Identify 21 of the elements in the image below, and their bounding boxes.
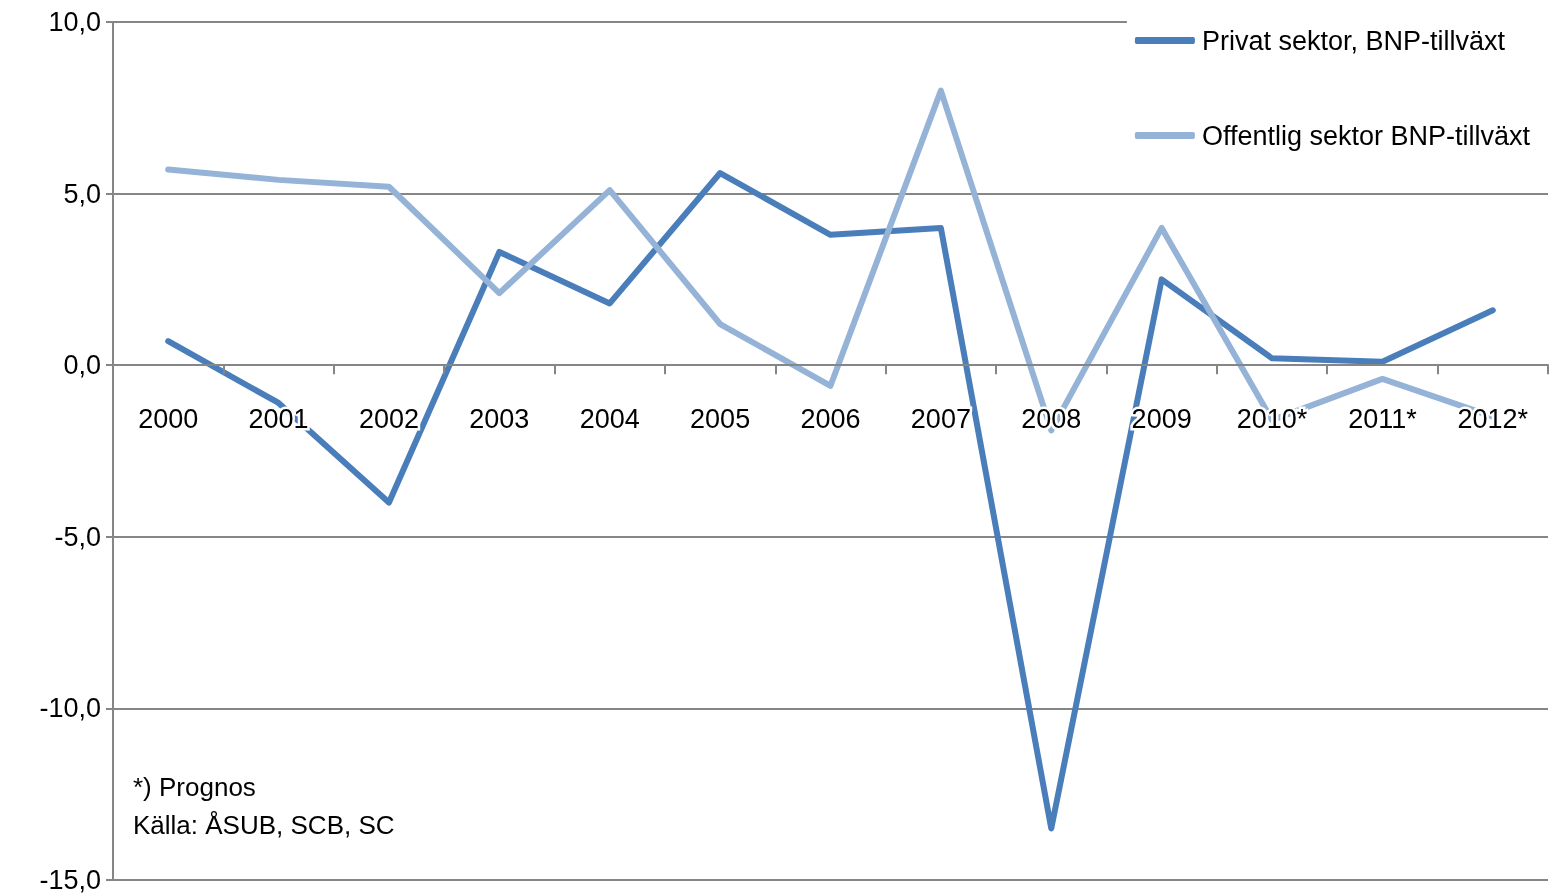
annotation: *) Prognos bbox=[133, 772, 256, 802]
legend-label: Privat sektor, BNP-tillväxt bbox=[1201, 25, 1506, 56]
x-tick-label: 2002 bbox=[358, 403, 419, 434]
x-tick-label: 2006 bbox=[800, 403, 861, 434]
x-tick-label: 2008 bbox=[1021, 403, 1082, 434]
y-tick-label: -15,0 bbox=[39, 865, 101, 895]
y-tick-label: -10,0 bbox=[39, 693, 101, 724]
y-tick-label: 5,0 bbox=[63, 178, 101, 209]
x-tick-label: 2000 bbox=[138, 403, 199, 434]
y-tick-label: 0,0 bbox=[63, 350, 101, 381]
legend-label: Offentlig sektor BNP-tillväxt bbox=[1201, 120, 1531, 151]
x-tick-label: 2007 bbox=[910, 403, 971, 434]
annotation: Källa: ÅSUB, SCB, SC bbox=[133, 810, 395, 840]
x-tick-label: 2011* bbox=[1348, 403, 1418, 434]
x-tick-label: 2004 bbox=[579, 403, 640, 434]
x-tick-label: 2003 bbox=[469, 403, 530, 434]
y-tick-label: 10,0 bbox=[48, 7, 101, 37]
y-tick-label: -5,0 bbox=[54, 521, 101, 552]
x-tick-label: 2005 bbox=[690, 403, 751, 434]
x-tick-label: 2012* bbox=[1457, 403, 1529, 434]
x-tick-label: 2010* bbox=[1236, 403, 1308, 434]
